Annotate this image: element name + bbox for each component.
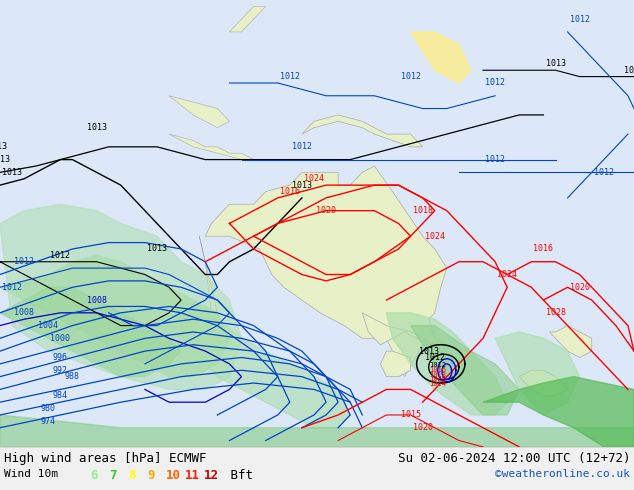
Text: 1008: 1008 — [14, 308, 34, 318]
Polygon shape — [519, 370, 567, 396]
Text: 1000: 1000 — [50, 334, 70, 343]
Text: 1013: 1013 — [147, 245, 167, 253]
Text: 1012: 1012 — [280, 72, 300, 81]
Polygon shape — [411, 32, 471, 83]
Text: Su 02-06-2024 12:00 UTC (12+72): Su 02-06-2024 12:00 UTC (12+72) — [398, 452, 630, 465]
Text: Bft: Bft — [223, 469, 253, 482]
Text: 1012: 1012 — [485, 155, 505, 164]
Text: 1024: 1024 — [304, 174, 324, 183]
Text: 1013: 1013 — [418, 346, 439, 356]
Text: 1018: 1018 — [429, 372, 446, 378]
Text: 1012: 1012 — [401, 72, 420, 81]
Polygon shape — [230, 6, 266, 32]
Text: 980: 980 — [41, 404, 56, 413]
Text: 013: 013 — [0, 142, 8, 151]
Polygon shape — [199, 236, 217, 313]
Polygon shape — [362, 313, 435, 345]
Text: 988: 988 — [65, 372, 80, 381]
Text: 1012: 1012 — [485, 78, 505, 88]
Text: 1012: 1012 — [14, 257, 34, 266]
Polygon shape — [302, 115, 423, 147]
Text: 1012: 1012 — [2, 283, 22, 292]
Text: 1012: 1012 — [50, 251, 70, 260]
Polygon shape — [169, 300, 350, 428]
Text: 974: 974 — [41, 417, 56, 426]
Polygon shape — [169, 134, 254, 160]
Text: 11: 11 — [185, 469, 200, 482]
Text: 1020: 1020 — [570, 283, 590, 292]
Text: 1018: 1018 — [413, 206, 432, 215]
Text: 7: 7 — [109, 469, 117, 482]
Text: 1012: 1012 — [570, 15, 590, 24]
Text: 1004: 1004 — [38, 321, 58, 330]
Text: 12: 12 — [204, 469, 219, 482]
Polygon shape — [411, 325, 519, 415]
Text: 1012: 1012 — [425, 353, 444, 362]
Polygon shape — [380, 351, 411, 377]
Text: 1012: 1012 — [429, 362, 446, 368]
Text: ©weatheronline.co.uk: ©weatheronline.co.uk — [495, 469, 630, 479]
Text: 1020: 1020 — [316, 206, 336, 215]
Text: 1013: 1013 — [624, 66, 634, 74]
Text: 1024: 1024 — [429, 381, 446, 387]
Polygon shape — [0, 415, 634, 447]
Text: 1013: 1013 — [292, 181, 312, 190]
Text: 1012: 1012 — [292, 142, 312, 151]
Text: 8: 8 — [128, 469, 136, 482]
Text: High wind areas [hPa] ECMWF: High wind areas [hPa] ECMWF — [4, 452, 207, 465]
Text: 1008: 1008 — [87, 295, 107, 305]
Text: 1024: 1024 — [425, 232, 444, 241]
Text: 1020: 1020 — [413, 423, 432, 432]
Text: 1024: 1024 — [497, 270, 517, 279]
Polygon shape — [387, 313, 507, 415]
Polygon shape — [0, 255, 230, 377]
Text: 6: 6 — [90, 469, 98, 482]
Text: 10: 10 — [166, 469, 181, 482]
Text: 984: 984 — [53, 392, 68, 400]
Polygon shape — [483, 377, 634, 447]
Text: Wind 10m: Wind 10m — [4, 469, 58, 479]
Polygon shape — [205, 166, 447, 377]
Text: 992: 992 — [53, 366, 68, 375]
Text: 1013: 1013 — [2, 168, 22, 177]
Text: 1013: 1013 — [0, 155, 10, 164]
Polygon shape — [0, 204, 242, 390]
Text: 1016: 1016 — [280, 187, 300, 196]
Text: 996: 996 — [53, 353, 68, 362]
Polygon shape — [169, 96, 230, 128]
Text: 1013: 1013 — [87, 123, 107, 132]
Text: 9: 9 — [147, 469, 155, 482]
Text: 1020: 1020 — [429, 376, 446, 382]
Polygon shape — [0, 287, 181, 377]
Text: 1015: 1015 — [401, 411, 420, 419]
Text: 1028: 1028 — [545, 308, 566, 318]
Text: 1016: 1016 — [429, 368, 446, 373]
Text: 1012: 1012 — [594, 168, 614, 177]
Polygon shape — [495, 332, 579, 415]
Text: 1016: 1016 — [533, 245, 553, 253]
Polygon shape — [550, 325, 592, 358]
Text: 1013: 1013 — [545, 59, 566, 68]
